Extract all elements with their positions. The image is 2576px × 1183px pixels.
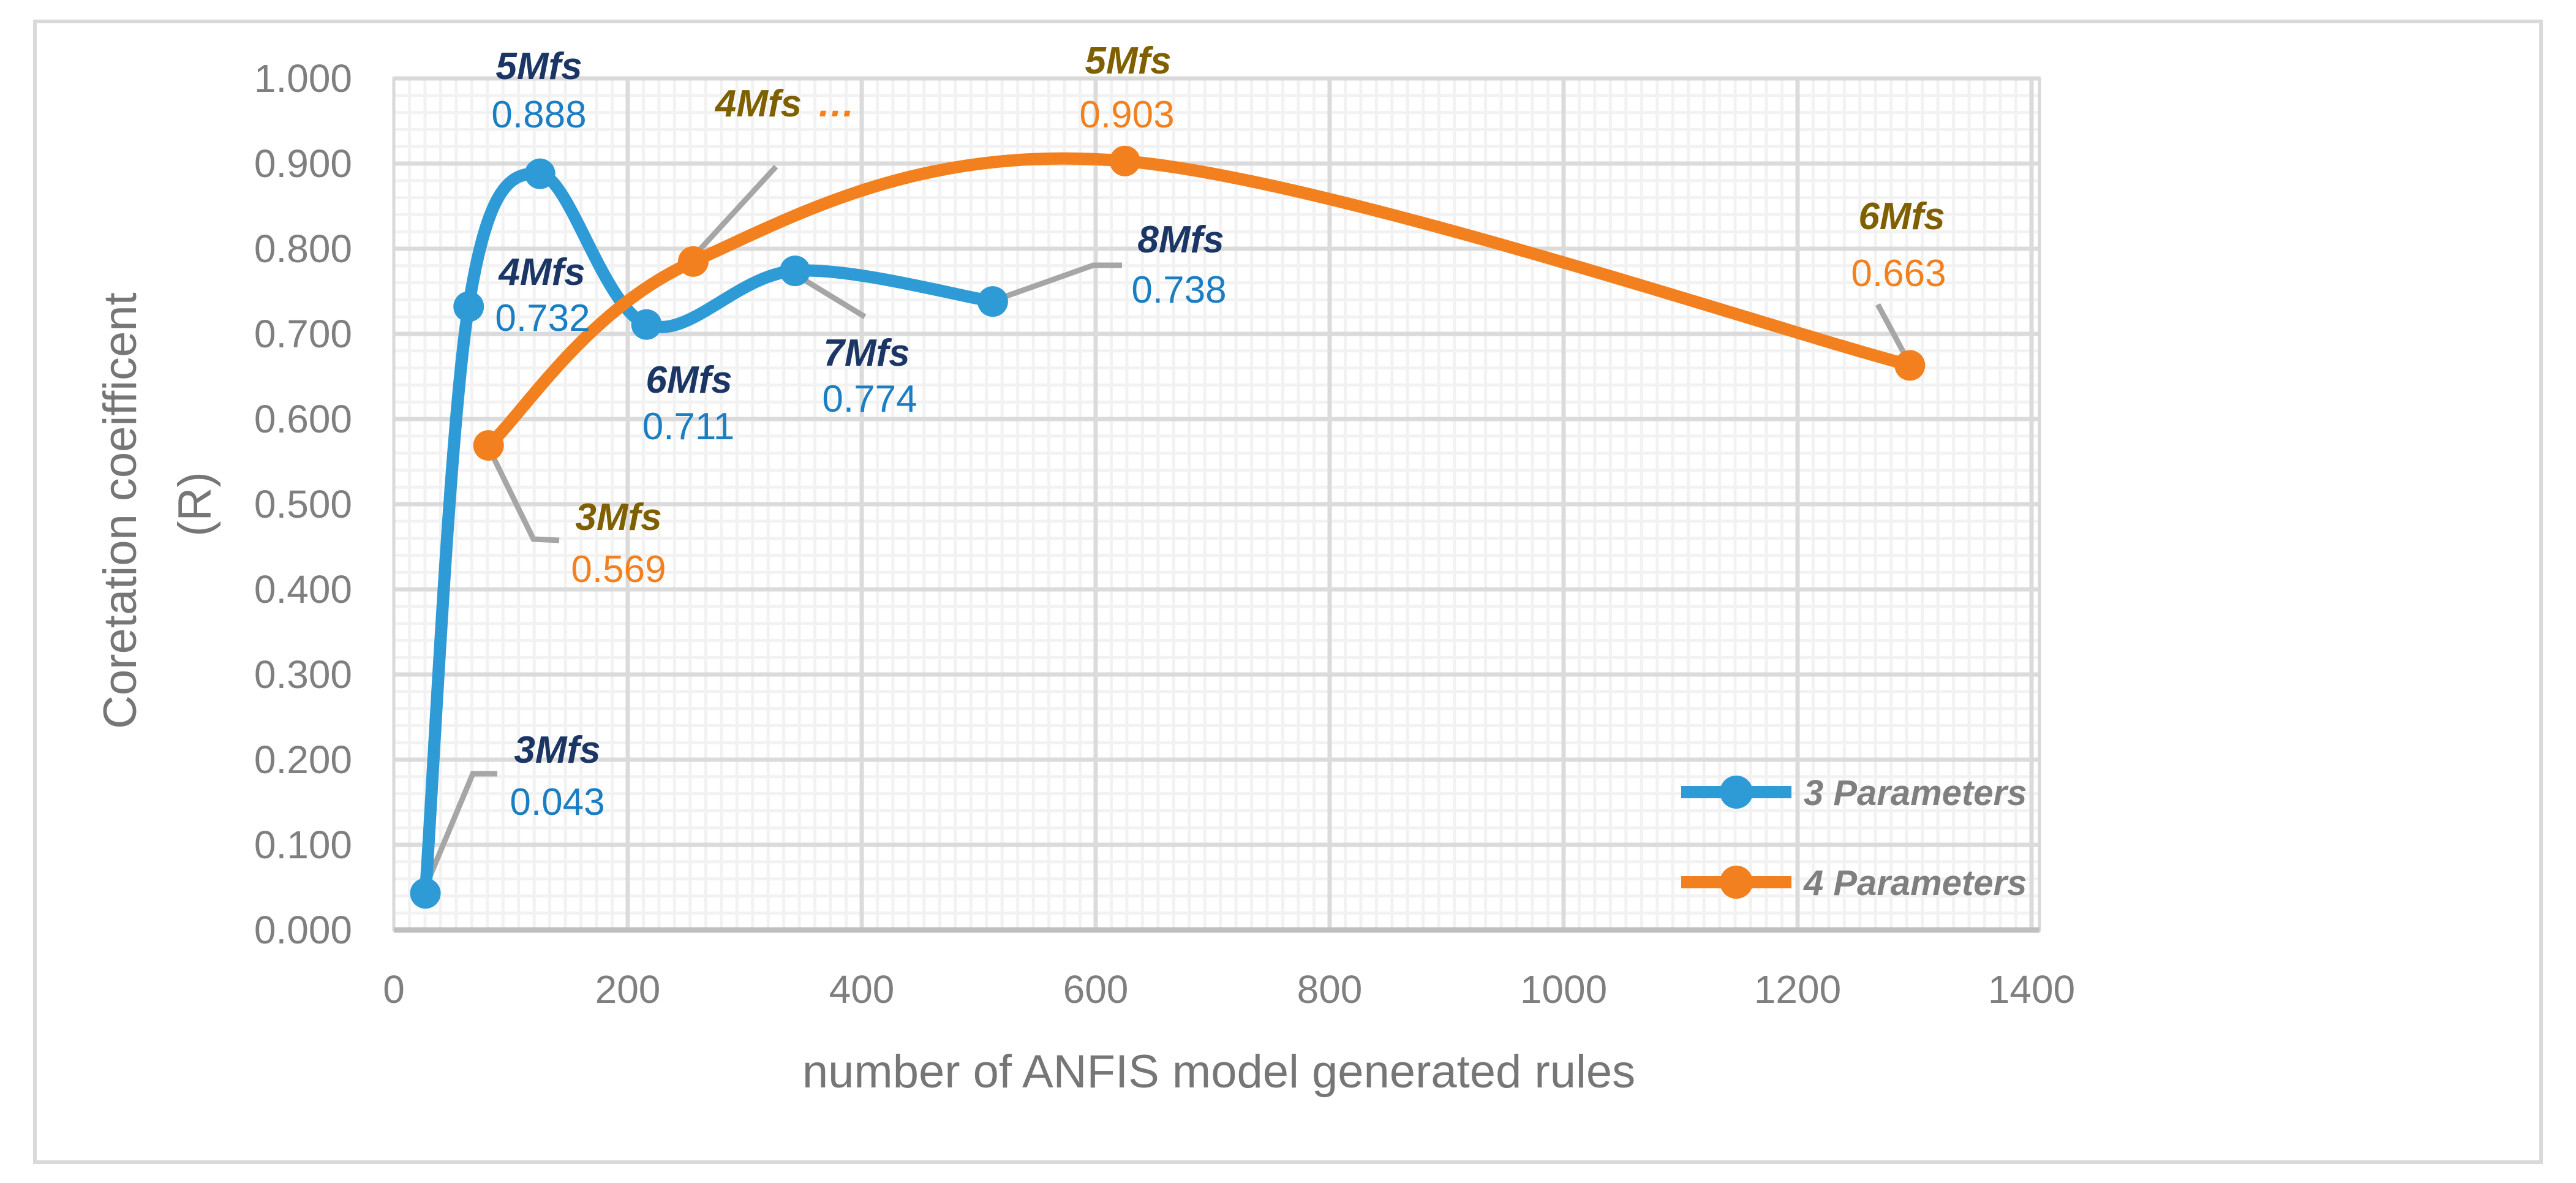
marker-5Mfs-blue: [524, 158, 555, 189]
y-tick-label: 0.300: [254, 652, 352, 697]
marker-4Mfs-orange: [677, 246, 709, 277]
y-axis-tick-labels: 0.000 0.100 0.200 0.300 0.400 0.500 0.600 0.700…: [254, 56, 352, 952]
legend-label-3-parameters: 3 Parameters: [1804, 773, 2027, 813]
y-tick-label: 0.200: [254, 738, 352, 782]
x-axis-tick-labels: 0 200 400 600 800 1000 1200 1400: [383, 967, 2075, 1011]
label-orange-6mfs: 6Mfs: [1858, 195, 1945, 238]
marker-6Mfs-blue: [631, 309, 662, 340]
label-blue-6mfs: 6Mfs: [646, 359, 732, 401]
y-tick-label: 0.000: [254, 908, 352, 952]
value-blue-5mfs: 0.888: [491, 94, 586, 136]
series-markers: [410, 145, 1926, 909]
x-tick-label: 1400: [1988, 967, 2075, 1011]
value-blue-6mfs: 0.711: [642, 406, 735, 448]
value-blue-4mfs: 0.732: [495, 297, 590, 339]
y-tick-label: 0.500: [254, 482, 352, 526]
value-orange-3mfs: 0.569: [571, 548, 666, 591]
label-blue-8mfs: 8Mfs: [1137, 219, 1224, 261]
y-tick-label: 1.000: [254, 56, 352, 100]
y-tick-label: 0.400: [254, 567, 352, 611]
leader-blue-7mfs: [796, 273, 867, 319]
x-tick-label: 400: [829, 967, 895, 1011]
label-orange-4mfs-truncated: 4Mfs …: [714, 83, 856, 125]
y-tick-label: 0.600: [254, 397, 352, 441]
value-blue-3mfs: 0.043: [510, 781, 604, 823]
marker-4Mfs-blue: [453, 291, 484, 322]
leader-blue-3mfs: [421, 771, 497, 891]
y-tick-label: 0.900: [254, 142, 352, 186]
major-gridlines: [394, 76, 2039, 932]
chart-outer-border: [33, 20, 2543, 1164]
marker-5Mfs-orange: [1109, 145, 1140, 176]
label-orange-4mfs-text: 4Mfs: [714, 83, 802, 125]
value-blue-8mfs: 0.738: [1131, 269, 1226, 311]
marker-6Mfs-orange: [1894, 350, 1926, 381]
y-axis-title-line1: Coretation coeifficent: [94, 292, 146, 729]
x-tick-label: 800: [1297, 967, 1363, 1011]
label-orange-3mfs: 3Mfs: [575, 496, 661, 539]
y-tick-label: 0.700: [254, 312, 352, 356]
legend-item-4-parameters: 4 Parameters: [1681, 863, 2027, 903]
x-axis-title: number of ANFIS model generated rules: [802, 1046, 1635, 1098]
label-orange-4mfs-ellipsis: …: [817, 83, 855, 125]
marker-3Mfs-blue: [410, 878, 441, 909]
legend-label-4-parameters: 4 Parameters: [1803, 863, 2027, 903]
marker-7Mfs-blue: [780, 255, 811, 287]
value-blue-7mfs: 0.774: [822, 378, 917, 420]
x-tick-label: 600: [1063, 967, 1129, 1011]
value-orange-5mfs: 0.903: [1079, 94, 1174, 136]
legend-marker-3-parameters: [1720, 776, 1753, 809]
x-tick-label: 1000: [1520, 967, 1607, 1011]
label-blue-4mfs: 4Mfs: [497, 251, 585, 293]
marker-3Mfs-orange: [473, 430, 504, 461]
x-tick-label: 1200: [1754, 967, 1841, 1011]
label-blue-7mfs: 7Mfs: [823, 332, 910, 374]
y-tick-label: 0.100: [254, 823, 352, 867]
label-blue-5mfs: 5Mfs: [495, 45, 582, 88]
leader-blue-8mfs: [997, 262, 1122, 302]
legend-item-3-parameters: 3 Parameters: [1681, 773, 2027, 813]
legend-marker-4-parameters: [1720, 866, 1753, 899]
legend: 3 Parameters 4 Parameters: [1681, 773, 2027, 903]
label-blue-3mfs: 3Mfs: [514, 729, 600, 771]
leader-orange-3mfs: [487, 449, 560, 543]
y-axis-title: Coretation coeifficent (R): [94, 279, 221, 729]
y-tick-label: 0.800: [254, 227, 352, 271]
marker-8Mfs-blue: [977, 286, 1008, 317]
series-line-4-parameters: [482, 152, 1916, 452]
label-orange-5mfs: 5Mfs: [1085, 40, 1171, 82]
y-axis-title-line2: (R): [169, 472, 221, 537]
x-tick-label: 0: [383, 967, 405, 1011]
x-tick-label: 200: [595, 967, 661, 1011]
value-orange-6mfs: 0.663: [1851, 252, 1946, 295]
